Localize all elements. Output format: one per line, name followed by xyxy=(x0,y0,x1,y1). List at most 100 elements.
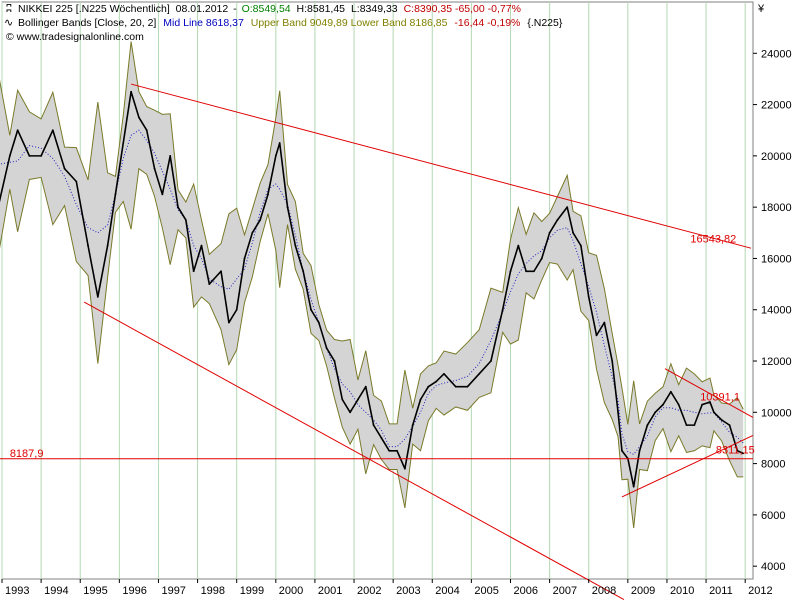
price-point xyxy=(243,257,246,260)
price-point xyxy=(267,193,269,196)
price-point xyxy=(259,219,262,221)
price-point xyxy=(341,398,344,401)
x-tick-label: 1996 xyxy=(122,585,146,597)
plot-area[interactable] xyxy=(1,1,754,580)
upper-band-line xyxy=(0,41,744,425)
price-point xyxy=(388,449,391,452)
price-point xyxy=(517,244,520,247)
trendline[interactable] xyxy=(83,301,625,600)
x-tick-label: 2011 xyxy=(709,585,733,597)
price-point xyxy=(153,167,156,170)
price-point xyxy=(40,154,43,157)
x-tick-label: 1998 xyxy=(201,585,225,597)
y-tick-label: 10000 xyxy=(761,407,792,419)
price-point xyxy=(454,385,457,388)
price-point xyxy=(638,449,641,452)
currency-label: ¥ xyxy=(757,3,765,15)
y-tick-label: 6000 xyxy=(761,510,785,522)
close-value: C:8390,35 -65,00 -0,77% xyxy=(404,3,521,15)
price-point xyxy=(235,308,238,311)
trendline[interactable] xyxy=(621,434,754,498)
y-tick-label: 16000 xyxy=(761,253,792,265)
x-tick-label: 1994 xyxy=(44,585,68,597)
trendline[interactable] xyxy=(664,368,754,418)
price-point xyxy=(478,372,481,375)
price-point xyxy=(200,244,203,247)
price-point xyxy=(579,244,582,247)
price-point xyxy=(349,411,352,414)
price-point xyxy=(294,244,297,247)
price-point xyxy=(490,360,492,362)
price-point xyxy=(317,321,320,324)
price-point xyxy=(177,206,179,209)
price-point xyxy=(114,193,117,196)
price-point xyxy=(611,360,614,362)
price-point xyxy=(572,231,574,234)
indicator-label: Bollinger Bands [Close, 20, 2] xyxy=(18,17,156,29)
price-point xyxy=(595,334,598,337)
svg-text:NIKKEI 225 [.N225 Wöchentlich: NIKKEI 225 [.N225 Wöchentlich] 08.01.201… xyxy=(18,3,521,15)
price-point xyxy=(403,467,406,470)
price-point xyxy=(548,231,551,234)
x-tick-label: 2005 xyxy=(474,585,498,597)
price-point xyxy=(701,403,704,406)
price-point xyxy=(712,411,715,414)
y-axis: 4000 6000 8000 10000 12000 14000 16000 18000 200… xyxy=(753,48,792,573)
price-point xyxy=(28,154,31,157)
x-tick-label: 1993 xyxy=(5,585,29,597)
price-point xyxy=(646,424,649,427)
price-point xyxy=(587,296,590,298)
price-point xyxy=(51,129,54,132)
price-point xyxy=(654,411,657,414)
price-point xyxy=(396,449,398,452)
x-tick-label: 2012 xyxy=(748,585,772,597)
mid-line xyxy=(0,129,744,455)
price-point xyxy=(742,452,745,455)
price-point xyxy=(662,403,664,406)
price-point xyxy=(411,424,414,427)
instrument-label: NIKKEI 225 [.N225 Wöchentlich] xyxy=(18,3,170,15)
trendline-value-label: 10391,1 xyxy=(700,391,740,403)
band-fill xyxy=(0,41,744,528)
price-point xyxy=(169,154,172,157)
y-tick-label: 12000 xyxy=(761,356,792,368)
trendline-value-label: 8187,9 xyxy=(10,448,44,460)
price-point xyxy=(208,283,211,285)
x-tick-label: 2008 xyxy=(592,585,616,597)
price-point xyxy=(380,437,383,439)
price-point xyxy=(709,401,711,403)
price-line[interactable] xyxy=(0,90,744,488)
y-tick-label: 20000 xyxy=(761,151,792,163)
copyright-label: © www.tradesignalonline.com xyxy=(6,31,144,43)
price-point xyxy=(533,270,535,273)
svg-text:Bollinger Bands [Close, 20, 2]: Bollinger Bands [Close, 20, 2] Mid Line … xyxy=(18,17,563,29)
price-point xyxy=(501,308,504,311)
price-point xyxy=(720,419,723,421)
price-point xyxy=(621,449,623,452)
price-point xyxy=(251,231,254,234)
price-point xyxy=(736,449,739,452)
price-point xyxy=(617,411,619,414)
x-tick-label: 1995 xyxy=(83,585,107,597)
price-point xyxy=(302,270,305,273)
price-point xyxy=(220,270,222,273)
price-series xyxy=(0,90,745,488)
price-point xyxy=(278,142,281,144)
price-point xyxy=(566,206,569,209)
price-point xyxy=(435,380,438,383)
price-point xyxy=(63,167,66,170)
y-tick-label: 24000 xyxy=(761,48,792,60)
lower-band-line xyxy=(0,167,744,528)
price-point xyxy=(310,308,312,311)
x-tick-label: 1999 xyxy=(240,585,264,597)
annotations: 16543,82 10391,1 8187,9 8311,15 xyxy=(10,233,755,459)
price-point xyxy=(357,398,359,401)
trendline[interactable] xyxy=(130,83,752,249)
y-tick-label: 18000 xyxy=(761,202,792,214)
x-tick-label: 2001 xyxy=(318,585,342,597)
price-point xyxy=(122,142,125,144)
chart-header: ʭ NIKKEI 225 [.N225 Wöchentlich] 08.01.2… xyxy=(4,3,563,43)
bands-change: -16,44 -0,19% xyxy=(454,17,520,29)
y-tick-label: 22000 xyxy=(761,100,792,112)
